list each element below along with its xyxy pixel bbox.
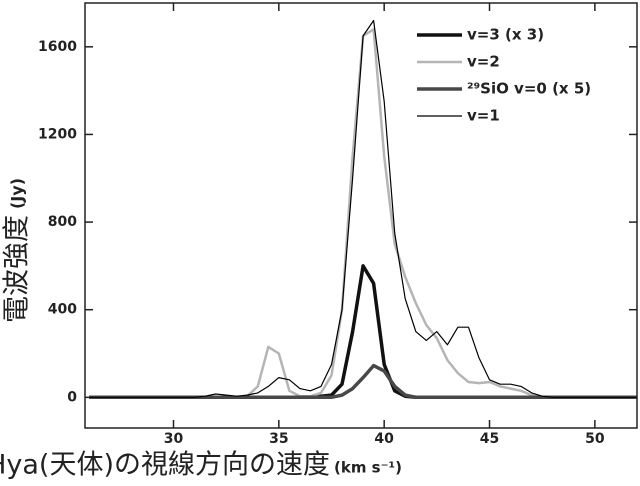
series-line (89, 19, 637, 398)
y-tick-label: 800 (48, 214, 77, 230)
x-tick-label: 50 (585, 431, 605, 447)
y-tick-label: 1200 (38, 126, 77, 142)
x-axis-label: W Hya(天体)の視線方向の速度 (0, 450, 330, 481)
legend-label: v=3 (x 3) (467, 26, 544, 44)
y-axis-label: 電波強度 (2, 215, 33, 323)
x-tick-label: 35 (269, 431, 288, 447)
x-axis-unit: (km s⁻¹) (334, 459, 402, 477)
x-tick-label: 40 (374, 431, 394, 447)
y-axis-unit: (Jy) (8, 178, 27, 209)
y-tick-label: 1600 (38, 39, 77, 55)
series-line (89, 363, 637, 400)
legend-label: v=1 (467, 107, 500, 125)
y-tick-label: 400 (48, 302, 77, 318)
x-tick-label: 30 (164, 431, 184, 447)
legend-label: ²⁹SiO v=0 (x 5) (467, 80, 591, 98)
legend-label: v=2 (467, 53, 500, 71)
y-tick-label: 0 (67, 389, 77, 405)
plot-frame (84, 2, 638, 429)
x-tick-label: 45 (480, 431, 499, 447)
